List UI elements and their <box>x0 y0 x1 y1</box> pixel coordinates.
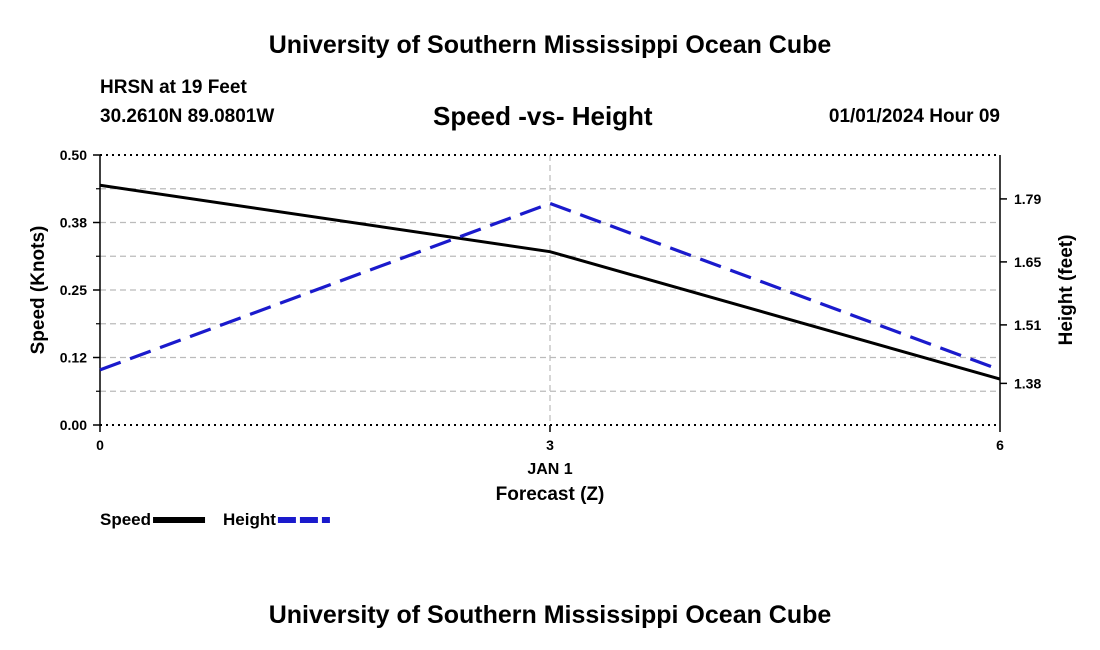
y-left-tick-label: 0.50 <box>60 147 87 163</box>
legend-label-speed: Speed <box>100 510 151 529</box>
x-date-label: JAN 1 <box>527 461 572 478</box>
x-tick-label: 0 <box>96 437 104 453</box>
y-right-tick-label: 1.51 <box>1014 317 1041 333</box>
footer-title: University of Southern Mississippi Ocean… <box>268 601 832 629</box>
chart-title: University of Southern Mississippi Ocean… <box>268 31 832 59</box>
y-left-axis-label: Speed (Knots) <box>28 226 49 355</box>
y-left-tick-label: 0.00 <box>60 417 87 433</box>
y-right-axis-label: Height (feet) <box>1056 235 1077 346</box>
legend-label-height: Height <box>223 510 276 529</box>
y-right-tick-label: 1.79 <box>1014 191 1041 207</box>
coordinates-label: 30.2610N 89.0801W <box>100 106 275 127</box>
chart-subtitle: Speed -vs- Height <box>433 101 653 131</box>
datetime-label: 01/01/2024 Hour 09 <box>828 106 1000 127</box>
y-left-tick-label: 0.38 <box>60 215 87 231</box>
x-axis-label: Forecast (Z) <box>496 484 605 505</box>
y-left-tick-label: 0.12 <box>60 350 87 366</box>
y-right-tick-label: 1.38 <box>1014 375 1041 391</box>
station-label: HRSN at 19 Feet <box>100 77 247 98</box>
y-left-tick-label: 0.25 <box>60 282 87 298</box>
series-line-speed <box>99 183 1001 381</box>
x-tick-label: 3 <box>546 437 554 453</box>
y-right-tick-label: 1.65 <box>1014 254 1041 270</box>
x-tick-label: 6 <box>996 437 1004 453</box>
